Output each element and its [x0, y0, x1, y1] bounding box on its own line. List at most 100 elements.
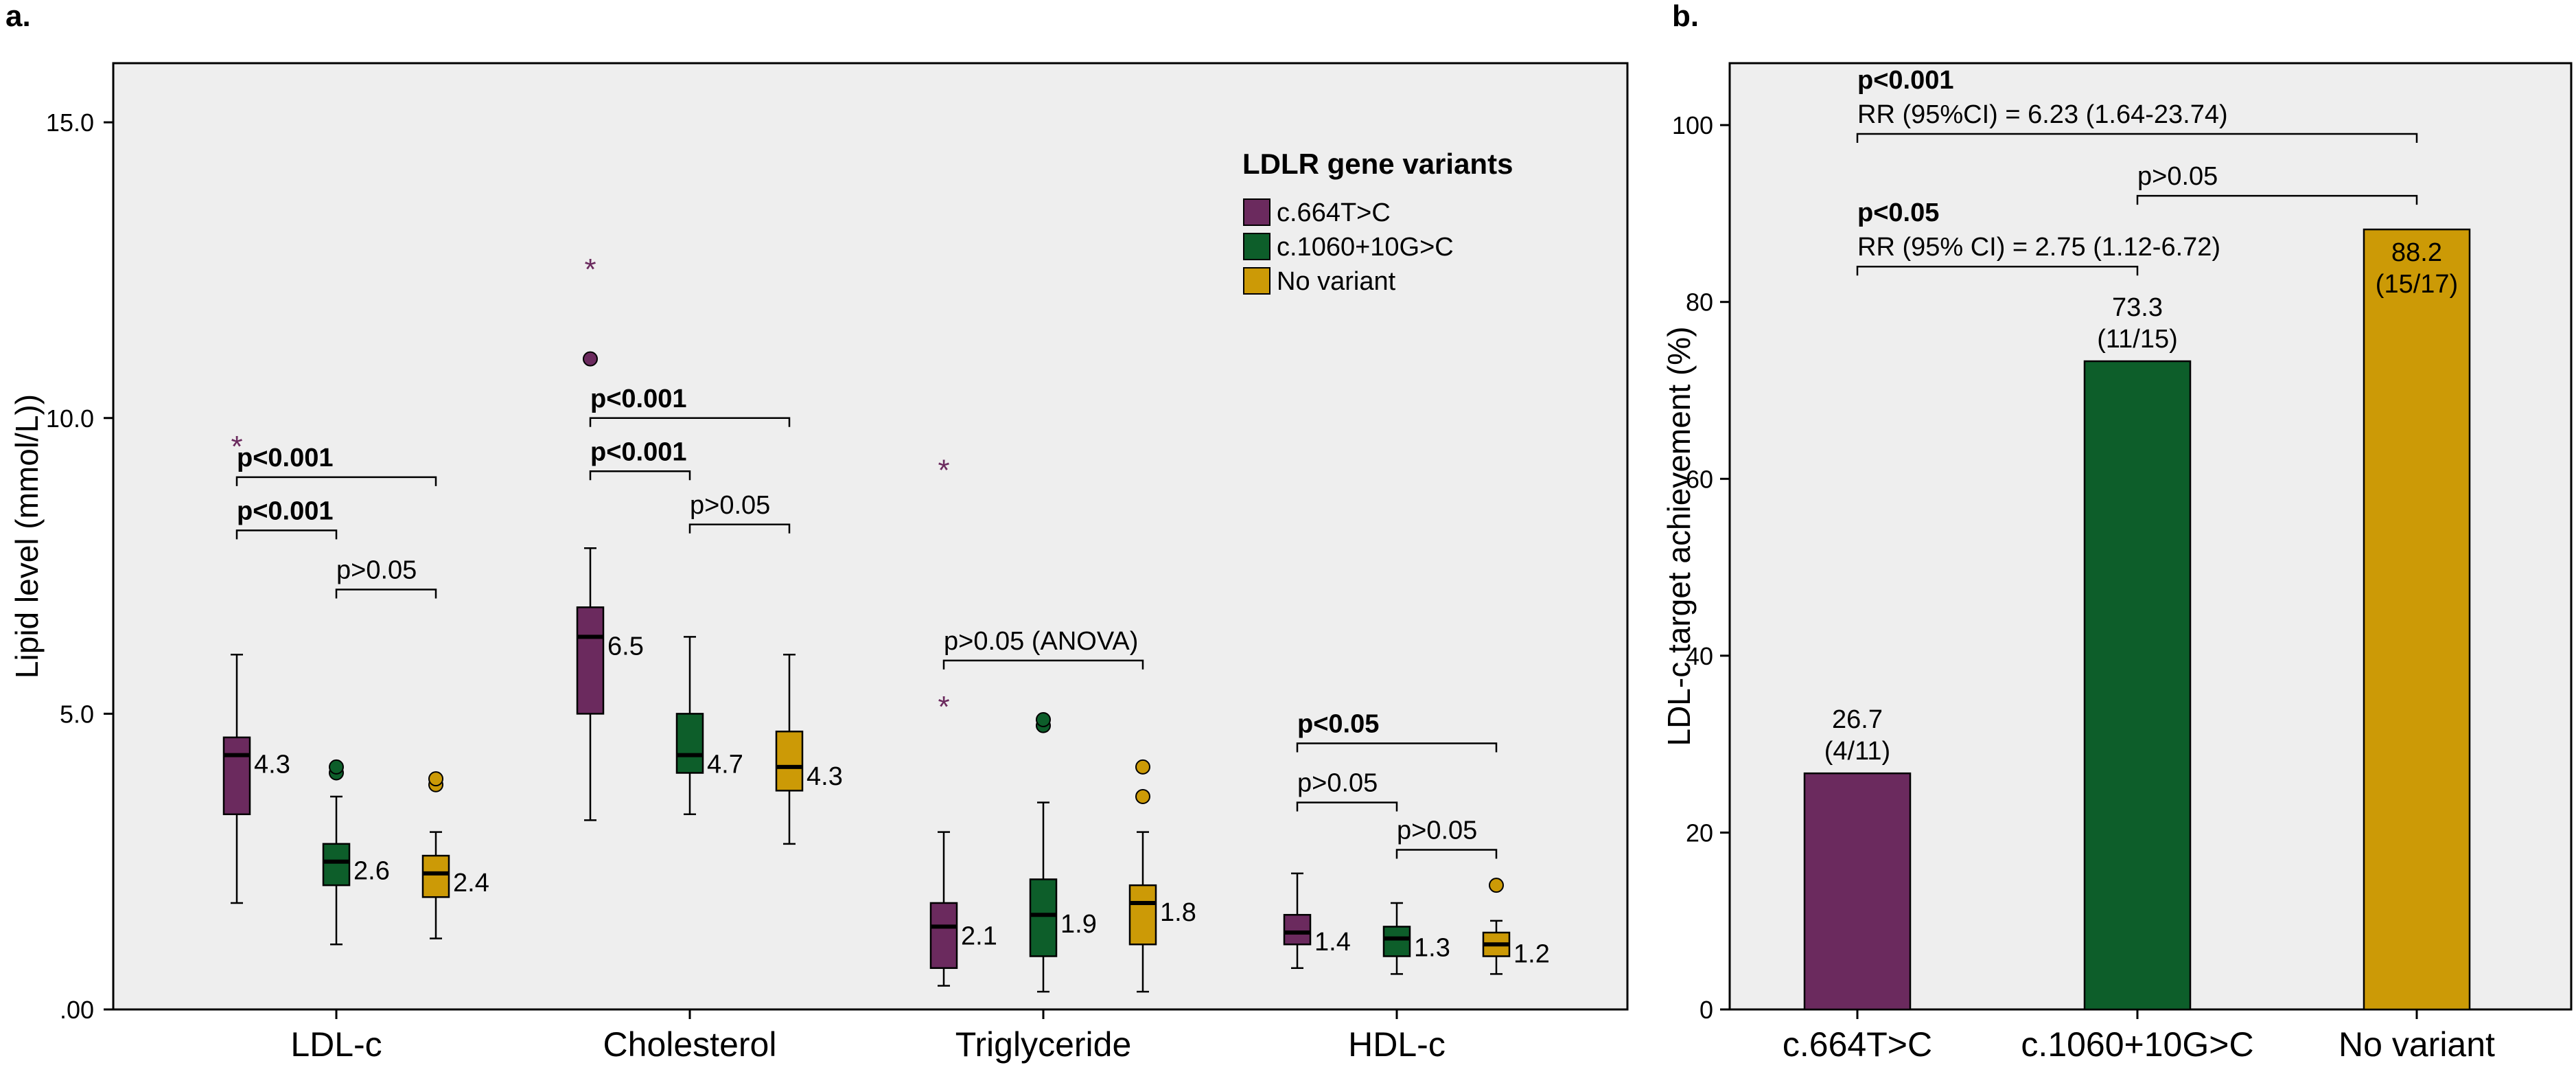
- comparison-bracket: p>0.05 (ANOVA): [942, 627, 1144, 670]
- p-value-label: p>0.05 (ANOVA): [944, 627, 1138, 656]
- y-tick-label: 10.0: [46, 404, 94, 433]
- median-label: 1.9: [1060, 910, 1097, 939]
- comparison-bracket: p<0.05 RR (95% CI) = 2.75 (1.12-6.72): [1856, 198, 2220, 276]
- legend-swatch: [1243, 267, 1270, 295]
- bar-value-label: 73.3: [2112, 293, 2163, 322]
- comparison-bracket: p>0.05: [2136, 162, 2418, 205]
- bracket-line: [1856, 265, 2139, 276]
- bracket-line: [235, 476, 437, 486]
- comparison-bracket: p<0.05: [1296, 709, 1498, 753]
- legend-swatch: [1243, 198, 1270, 226]
- panel-a-plot-area: [112, 62, 1629, 1011]
- median-label: 2.6: [353, 857, 390, 886]
- p-value-label: p>0.05: [336, 556, 417, 585]
- y-tick-label: 20: [1686, 819, 1713, 847]
- legend-swatch: [1243, 233, 1270, 260]
- box-iqr: [322, 843, 351, 887]
- panel-b-comparisons: p<0.001 RR (95%CI) = 6.23 (1.64-23.74) p>0…: [1856, 66, 2418, 276]
- x-tick-label: LDL-c: [290, 1025, 382, 1064]
- median-label: 1.3: [1414, 934, 1450, 963]
- bracket-line: [589, 417, 791, 427]
- panel-a-boxes: 4.3 * 2.6 2.4 6.5 * 4.7 4.3 2.1 * * 1.9 1.8 1.4 1.3 1.2: [222, 253, 1550, 993]
- bracket-line: [335, 589, 437, 599]
- bar-count-label: (4/11): [1824, 737, 1890, 766]
- y-tick-label: 5.0: [60, 700, 94, 728]
- comparison-bracket: p<0.001: [589, 385, 791, 427]
- x-tick-label: c.1060+10G>C: [2021, 1025, 2253, 1064]
- box-iqr: [1029, 878, 1058, 957]
- panel-b-bars: 26.7 (4/11) 73.3 (11/15) 88.2 (15/17): [1803, 228, 2471, 1011]
- x-tick-label: c.664T>C: [1783, 1025, 1932, 1064]
- box-ldl-c-0: 4.3 *: [222, 430, 290, 904]
- median-label: 1.2: [1513, 939, 1550, 968]
- comparison-bracket: p<0.001 RR (95%CI) = 6.23 (1.64-23.74): [1856, 66, 2418, 144]
- legend-entry: c.664T>C: [1277, 198, 1391, 227]
- box-hdl-c-0: 1.4: [1283, 872, 1351, 969]
- p-value-label: p>0.05: [690, 491, 770, 520]
- p-value-label: p<0.001: [237, 496, 334, 525]
- panel-b-label: b.: [1672, 0, 1699, 33]
- legend-entry: No variant: [1277, 267, 1396, 296]
- panel-b-x-ticks: c.664T>C c.1060+10G>C No variant: [1783, 1009, 2495, 1064]
- bracket-line: [1296, 801, 1398, 812]
- box-ldl-c-1: 2.6: [322, 759, 390, 946]
- outlier-point: [1135, 759, 1150, 775]
- panel-a-label: a.: [5, 0, 31, 33]
- bar-count-label: (11/15): [2097, 325, 2178, 354]
- box-iqr: [775, 730, 804, 792]
- median-label: 2.1: [961, 922, 997, 950]
- p-value-label: p<0.001: [590, 385, 687, 413]
- bracket-line: [942, 659, 1144, 670]
- legend-entry: c.1060+10G>C: [1277, 233, 1454, 262]
- bar: [2083, 360, 2192, 1011]
- outlier-point: [583, 351, 598, 367]
- legend: LDLR gene variants c.664T>C c.1060+10G>C N…: [1242, 148, 1513, 296]
- box-cholesterol-0: 6.5 *: [576, 253, 644, 821]
- x-tick-label: HDL-c: [1348, 1025, 1446, 1064]
- box-triglyceride-2: 1.8: [1128, 759, 1196, 993]
- box-triglyceride-1: 1.9: [1029, 711, 1097, 993]
- extreme-point: *: [938, 690, 949, 724]
- bracket-line: [688, 523, 791, 534]
- panel-a-y-axis-label: Lipid level (mmol/L)): [9, 394, 45, 678]
- p-value-label: p<0.001: [237, 444, 334, 472]
- outlier-point: [1036, 711, 1051, 727]
- outlier-point: [329, 759, 344, 775]
- p-value-label: p>0.05: [2137, 162, 2218, 191]
- box-hdl-c-1: 1.3: [1382, 902, 1450, 975]
- median-label: 4.3: [254, 751, 290, 779]
- box-cholesterol-2: 4.3: [775, 654, 843, 845]
- p-value-label: p<0.05: [1297, 709, 1379, 738]
- bracket-line: [1856, 133, 2418, 144]
- box-iqr: [1283, 913, 1312, 946]
- box-iqr: [222, 736, 251, 816]
- extreme-point: *: [231, 430, 242, 464]
- box-iqr: [929, 902, 958, 969]
- y-tick-label: 15.0: [46, 108, 94, 137]
- p-value-label: p<0.05: [1857, 198, 1939, 227]
- y-tick-label: 0: [1699, 996, 1713, 1024]
- outlier-point: [1489, 878, 1504, 893]
- panel-b: b. LDL-c target achievement (%) 0 20 40 60 8…: [1661, 0, 2573, 1064]
- rr-label: RR (95%CI) = 6.23 (1.64-23.74): [1857, 100, 2228, 129]
- bar: [1803, 772, 1912, 1011]
- comparison-bracket: p>0.05: [1395, 816, 1498, 859]
- bracket-line: [235, 529, 338, 540]
- legend-title: LDLR gene variants: [1242, 148, 1513, 180]
- y-tick-label: 40: [1686, 642, 1713, 670]
- box-iqr: [421, 854, 450, 898]
- median-label: 6.5: [607, 632, 644, 661]
- box-iqr: [1382, 926, 1411, 957]
- box-iqr: [675, 713, 704, 774]
- bar-count-label: (15/17): [2376, 270, 2458, 299]
- panel-b-y-ticks: 0 20 40 60 80 100: [1672, 111, 1730, 1024]
- bar-value-label: 88.2: [2391, 238, 2442, 267]
- rr-label: RR (95% CI) = 2.75 (1.12-6.72): [1857, 233, 2220, 262]
- x-tick-label: No variant: [2339, 1025, 2495, 1064]
- comparison-bracket: p<0.001: [235, 444, 437, 486]
- box-cholesterol-1: 4.7: [675, 636, 743, 816]
- y-tick-label: 60: [1686, 465, 1713, 493]
- comparison-bracket: p<0.001: [235, 496, 338, 540]
- panel-b-y-axis-label: LDL-c target achievement (%): [1661, 326, 1697, 746]
